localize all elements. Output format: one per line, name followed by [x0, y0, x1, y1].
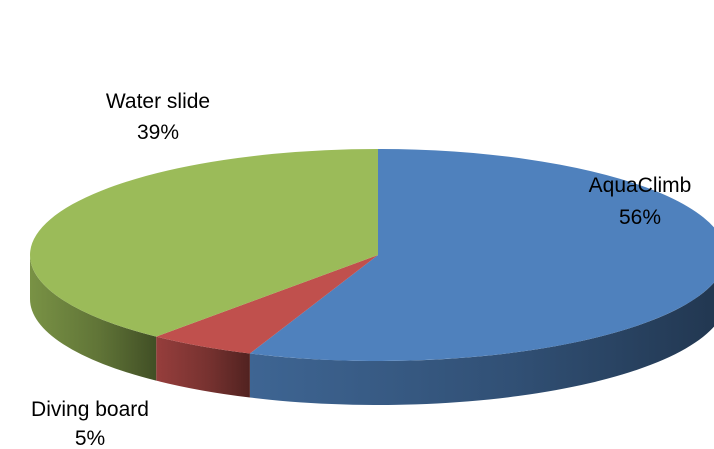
data-label-pct-aquaclimb: 56% — [619, 206, 661, 229]
pie-slice-aquaclimb — [249, 149, 714, 361]
pie-slice-diving-board — [156, 255, 378, 354]
pie-slice-side-aquaclimb — [249, 282, 714, 405]
data-label-name-water-slide: Water slide — [106, 90, 210, 113]
data-label-pct-water-slide: 39% — [137, 121, 179, 144]
data-label-pct-diving-board: 5% — [75, 427, 105, 449]
pie-top-layer — [30, 149, 714, 361]
pie-side-layer — [30, 255, 714, 405]
pie-label-layer: AquaClimb 56% Diving board 5% Water slide 39% — [31, 90, 691, 449]
pie-slice-side-diving-board — [156, 336, 250, 398]
data-label-name-diving-board: Diving board — [31, 398, 149, 421]
pie-slice-side-water-slide — [30, 255, 157, 381]
data-label-name-aquaclimb: AquaClimb — [589, 174, 692, 197]
pie-slice-water-slide — [30, 149, 378, 337]
